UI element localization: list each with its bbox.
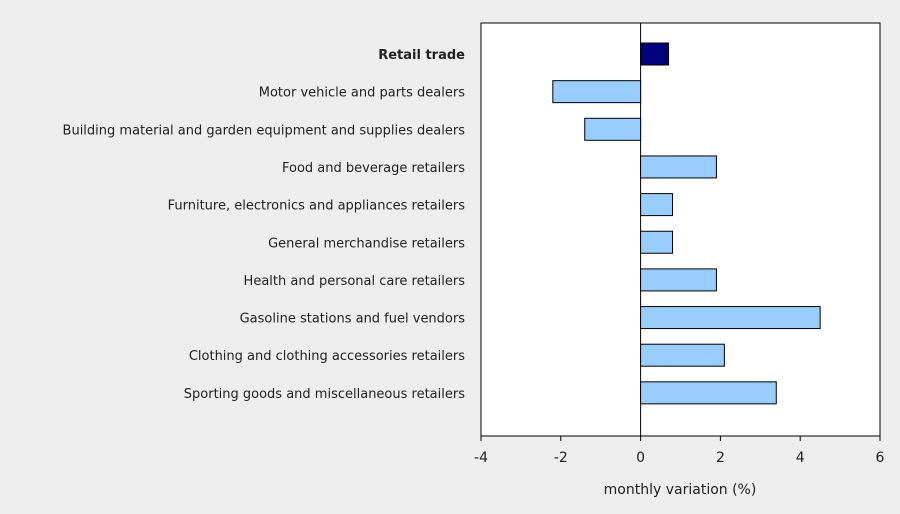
category-label: Furniture, electronics and appliances re… [168, 199, 466, 214]
category-labels: Retail trade Motor vehicle and parts deal… [63, 48, 466, 402]
bar [584, 117, 642, 141]
category-label: Building material and garden equipment a… [63, 123, 466, 138]
x-axis: -4 -2 0 2 4 6 [474, 436, 885, 466]
category-label: Health and personal care retailers [244, 274, 466, 289]
bar [640, 343, 725, 367]
category-label: Clothing and clothing accessories retail… [189, 349, 465, 364]
x-tick-label: 6 [876, 450, 885, 466]
category-label: Retail trade [378, 48, 465, 63]
bar [640, 193, 674, 217]
bar [640, 42, 670, 66]
bar [640, 230, 674, 254]
plot-area [480, 22, 881, 437]
x-axis-title: monthly variation (%) [604, 482, 757, 498]
bar [640, 306, 821, 330]
bar [640, 155, 717, 179]
bar [640, 268, 717, 292]
bar [640, 381, 777, 405]
x-tick-label: 0 [636, 450, 645, 466]
x-tick-label: -2 [554, 450, 568, 466]
bar [552, 80, 642, 104]
category-label: Sporting goods and miscellaneous retaile… [184, 387, 465, 402]
x-tick-label: -4 [474, 450, 488, 466]
bars-layer [552, 23, 821, 436]
category-label: General merchandise retailers [268, 236, 465, 251]
category-label: Food and beverage retailers [282, 161, 465, 176]
x-tick-label: 4 [796, 450, 805, 466]
category-label: Motor vehicle and parts dealers [259, 86, 465, 101]
x-tick-label: 2 [716, 450, 725, 466]
category-label: Gasoline stations and fuel vendors [240, 312, 466, 327]
